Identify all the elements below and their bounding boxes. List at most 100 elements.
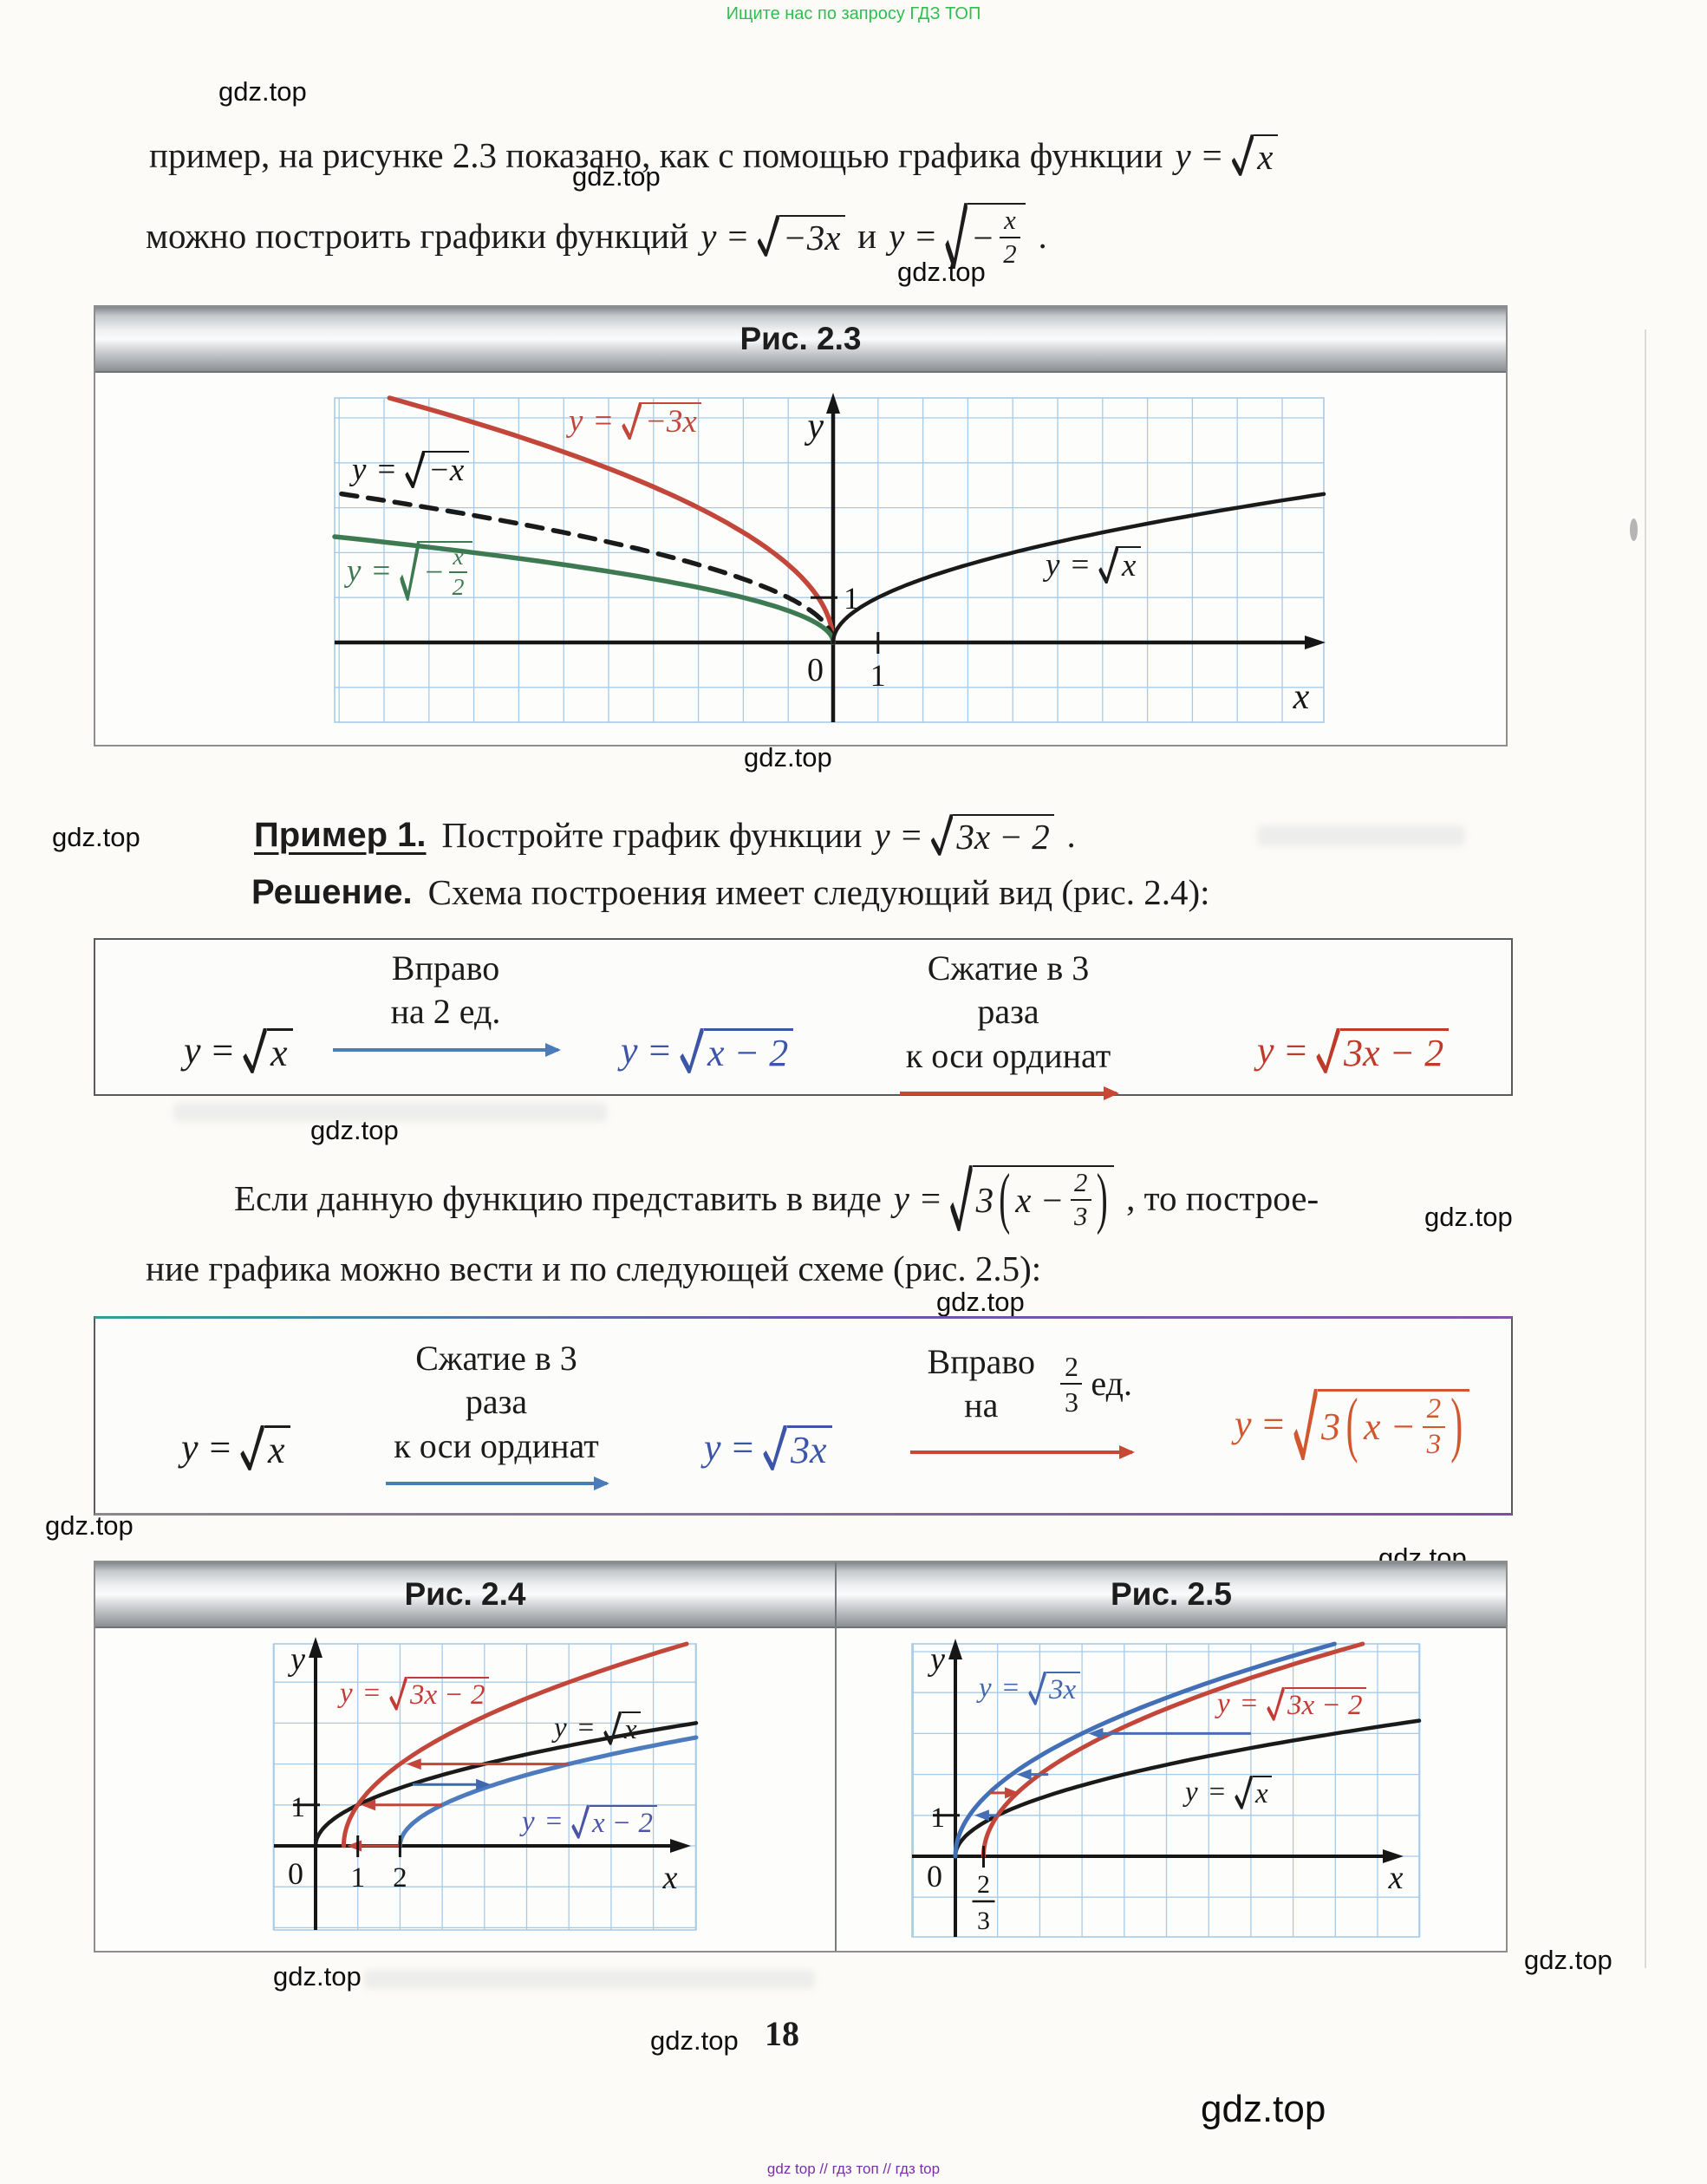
sqrt-sign bbox=[945, 203, 968, 269]
scheme-2: y = x Сжатие в 3 раза к оси ординат y = 3x В… bbox=[94, 1316, 1513, 1516]
watermark: gdz.top bbox=[1201, 2088, 1326, 2130]
sqrt-sign bbox=[1235, 1776, 1253, 1809]
example-label: Пример 1. bbox=[254, 815, 427, 854]
sqrt-sign bbox=[389, 1677, 407, 1711]
sqrt-sign bbox=[603, 1711, 622, 1745]
curve-label-sqrt-3xm2: y = 3x − 2 bbox=[328, 1677, 501, 1711]
scheme1-step-1: Вправо на 2 ед. bbox=[333, 947, 558, 1052]
svg-text:0: 0 bbox=[288, 1856, 303, 1891]
watermark: gdz.top bbox=[936, 1287, 1025, 1317]
page-edge-line bbox=[1645, 329, 1646, 1968]
scheme2-end-formula: y = 3(x −2 3) bbox=[1222, 1389, 1482, 1462]
curve-label-sqrt-3xm2: y = 3x − 2 bbox=[1205, 1687, 1378, 1721]
svg-text:x: x bbox=[1388, 1860, 1404, 1896]
example-line: Пример 1. Постройте график функции y = 3x … bbox=[254, 814, 1076, 857]
scheme2-mid-formula: y = 3x bbox=[692, 1425, 844, 1470]
figure-2-4-header: Рис. 2.4 bbox=[95, 1562, 837, 1627]
curve-label-sqrt-neg3x: y = −3x bbox=[557, 402, 713, 440]
figure-2-3-chart: 1 1 x y 0 y = −3x y = −x y = − x 2 y = x bbox=[95, 371, 1506, 745]
sqrt-sign bbox=[930, 814, 954, 856]
svg-text:1: 1 bbox=[844, 581, 859, 616]
scheme1-end-formula: y = 3x − 2 bbox=[1245, 1028, 1461, 1073]
formula-y-sqrt-neg3x: y = −3x bbox=[700, 215, 846, 257]
sqrt-sign bbox=[243, 1028, 267, 1073]
figure-2-5-title: Рис. 2.5 bbox=[1111, 1576, 1232, 1612]
sqrt-sign bbox=[571, 1805, 590, 1839]
svg-text:1: 1 bbox=[291, 1792, 306, 1823]
figure-2-3-plot: 1 1 x y 0 bbox=[332, 393, 1326, 723]
scheme1-mid-formula: y = x − 2 bbox=[609, 1028, 805, 1073]
figure-2-5-chart: 2 3 1 x y 0 y = 3x y = 3x − 2 y = x bbox=[837, 1627, 1506, 1951]
svg-text:y: y bbox=[927, 1641, 945, 1678]
scan-speck bbox=[1630, 518, 1638, 541]
sqrt-sign bbox=[1267, 1687, 1285, 1721]
svg-text:2: 2 bbox=[393, 1862, 407, 1894]
curve-label-sqrt-3x: y = 3x bbox=[967, 1672, 1092, 1705]
bleed-artifact bbox=[1257, 825, 1465, 846]
sqrt-sign bbox=[757, 215, 779, 257]
figure-2-5-header: Рис. 2.5 bbox=[837, 1562, 1506, 1627]
figure-2-4-title: Рис. 2.4 bbox=[404, 1576, 526, 1612]
scheme-1: y = x Вправо на 2 ед. y = x − 2 Сжатие в 3 р… bbox=[94, 938, 1513, 1096]
intro-line-1: пример, на рисунке 2.3 показано, как с п… bbox=[149, 128, 1290, 182]
svg-text:1: 1 bbox=[870, 658, 886, 693]
watermark: gdz.top bbox=[218, 76, 307, 107]
scheme2-step-1: Сжатие в 3 раза к оси ординат bbox=[386, 1337, 607, 1486]
solution-line: Решение. Схема построения имеет следующи… bbox=[251, 872, 1210, 912]
figures-header: Рис. 2.4 Рис. 2.5 bbox=[95, 1562, 1506, 1628]
svg-text:0: 0 bbox=[807, 652, 824, 688]
sqrt-sign bbox=[1316, 1028, 1340, 1073]
watermark: gdz.top bbox=[897, 257, 986, 287]
scheme1-start-formula: y = x bbox=[172, 1028, 305, 1073]
sqrt-sign bbox=[1098, 546, 1119, 584]
watermark: gdz.top bbox=[1424, 1202, 1513, 1232]
arrow-right-icon bbox=[900, 1092, 1117, 1096]
watermark-bottom-line: gdz top // гдз топ // гдз top bbox=[766, 2161, 941, 2177]
svg-text:1: 1 bbox=[350, 1862, 365, 1894]
watermark: gdz.top bbox=[273, 1961, 362, 1992]
sqrt-sign bbox=[400, 541, 420, 601]
solution-label: Решение. bbox=[251, 872, 413, 911]
sqrt-sign bbox=[405, 451, 426, 489]
watermark-top-notice: Ищите нас по запросу ГДЗ ТОП bbox=[726, 4, 981, 23]
arrow-right-icon bbox=[386, 1482, 607, 1486]
mid-line-1: Если данную функцию представить в виде y… bbox=[234, 1161, 1319, 1236]
bleed-artifact bbox=[364, 1970, 815, 1989]
svg-text:3: 3 bbox=[977, 1907, 990, 1935]
svg-text:y: y bbox=[287, 1641, 305, 1678]
curve-label-sqrt-negx: y = −x bbox=[340, 451, 481, 489]
svg-text:x: x bbox=[1293, 677, 1310, 717]
scheme2-start-formula: y = x bbox=[169, 1425, 303, 1470]
svg-text:y: y bbox=[804, 407, 824, 447]
sqrt-sign bbox=[240, 1425, 264, 1470]
arrow-right-icon bbox=[333, 1047, 558, 1052]
curve-label-sqrt-negx-over-2: y = − x 2 bbox=[335, 541, 485, 601]
formula-y-sqrt-negx-over-2: y = − x 2 bbox=[889, 203, 1026, 269]
watermark: gdz.top bbox=[52, 822, 140, 852]
sqrt-sign bbox=[622, 402, 642, 440]
curve-label-sqrt-x: y = x bbox=[1173, 1776, 1284, 1809]
svg-text:0: 0 bbox=[927, 1859, 942, 1894]
svg-text:x: x bbox=[662, 1860, 678, 1896]
mid-line-2: ние графика можно вести и по следующей с… bbox=[146, 1248, 1042, 1288]
svg-text:2: 2 bbox=[977, 1870, 990, 1899]
intro-line-2: можно построить графики функций y = −3x и … bbox=[146, 182, 1047, 290]
formula-y-sqrt-3xm2: y = 3x − 2 bbox=[875, 814, 1055, 856]
watermark: gdz.top bbox=[744, 742, 832, 773]
watermark: gdz.top bbox=[310, 1115, 399, 1145]
sqrt-sign bbox=[1028, 1672, 1046, 1705]
curve-label-sqrt-xm2: y = x − 2 bbox=[510, 1805, 669, 1839]
sqrt-sign bbox=[680, 1028, 704, 1073]
formula-y-sqrt-x: y = x bbox=[1175, 134, 1279, 176]
svg-text:1: 1 bbox=[931, 1803, 946, 1834]
figure-2-3: Рис. 2.3 1 1 x y 0 y = −3x y = −x y = − x 2 y = x bbox=[94, 305, 1508, 746]
sqrt-sign bbox=[950, 1165, 973, 1231]
figure-2-3-header: Рис. 2.3 bbox=[95, 307, 1506, 373]
page-number: 18 bbox=[765, 2014, 799, 2053]
sqrt-sign bbox=[763, 1425, 787, 1470]
